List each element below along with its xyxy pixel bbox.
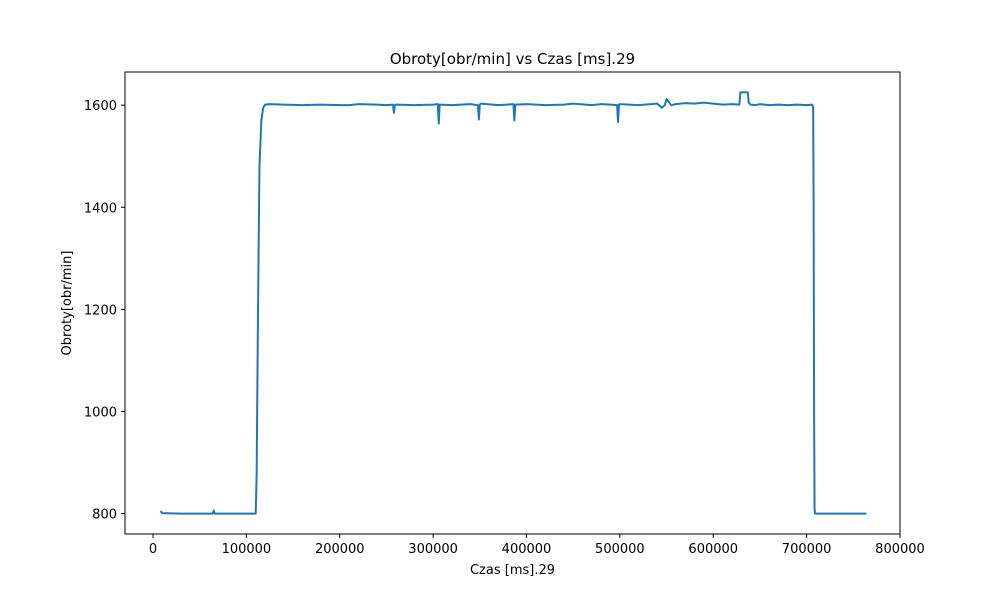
x-axis-label: Czas [ms].29 bbox=[470, 563, 555, 578]
y-axis: 800 1000 1200 1400 1600 bbox=[84, 99, 125, 523]
x-tick-label: 300000 bbox=[408, 542, 458, 557]
x-tick-label: 700000 bbox=[782, 542, 832, 557]
chart-title: Obroty[obr/min] vs Czas [ms].29 bbox=[390, 50, 635, 68]
x-tick-label: 100000 bbox=[222, 542, 272, 557]
y-tick-label: 1200 bbox=[84, 303, 117, 318]
y-axis-label: Obroty[obr/min] bbox=[60, 251, 75, 356]
x-tick-label: 400000 bbox=[502, 542, 552, 557]
x-tick-label: 500000 bbox=[595, 542, 645, 557]
plot-area bbox=[159, 91, 867, 515]
x-axis: 0 100000 200000 300000 400000 500000 600000 700… bbox=[149, 534, 925, 557]
y-tick-label: 800 bbox=[92, 508, 117, 523]
y-tick-label: 1400 bbox=[84, 201, 117, 216]
x-tick-label: 600000 bbox=[688, 542, 738, 557]
y-tick-label: 1600 bbox=[84, 99, 117, 114]
x-tick-label: 200000 bbox=[315, 542, 365, 557]
x-tick-label: 800000 bbox=[875, 542, 925, 557]
x-tick-label: 0 bbox=[149, 542, 157, 557]
plot-frame bbox=[124, 71, 901, 535]
series-line-0 bbox=[159, 91, 867, 515]
y-tick-label: 1000 bbox=[84, 405, 117, 420]
